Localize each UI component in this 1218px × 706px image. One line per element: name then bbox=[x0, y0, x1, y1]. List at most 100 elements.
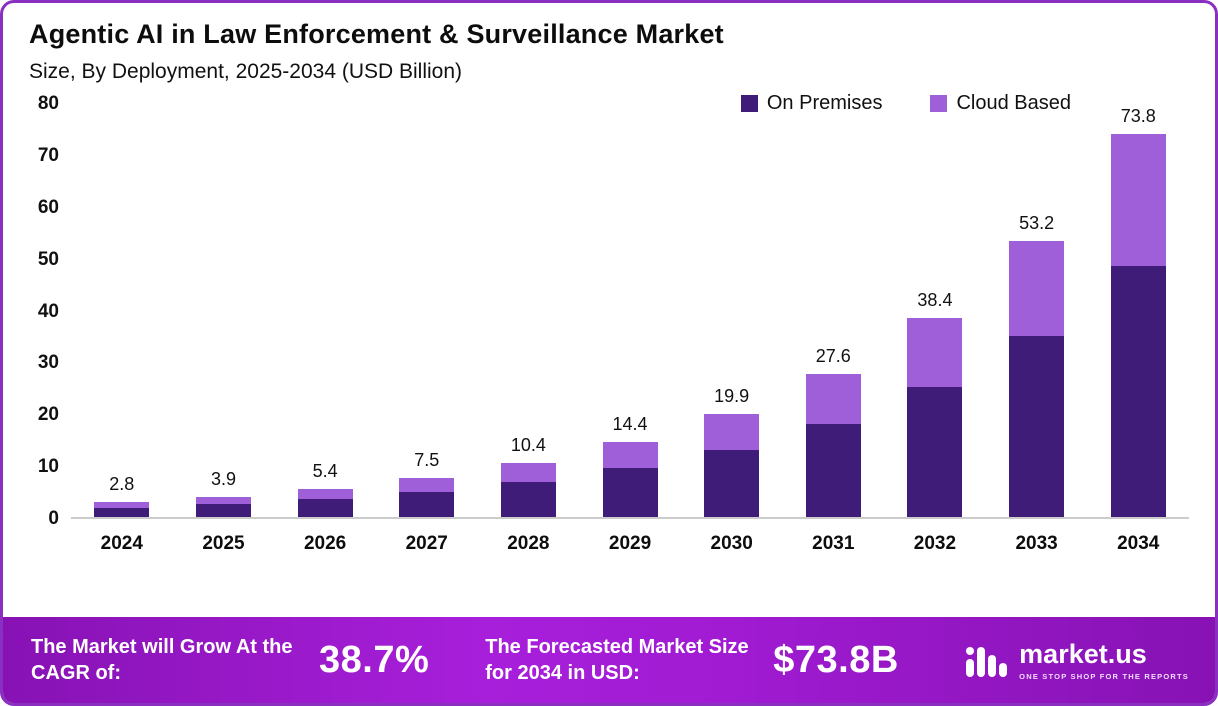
chart-title: Agentic AI in Law Enforcement & Surveill… bbox=[29, 19, 724, 49]
legend-item-on-premises: On Premises bbox=[740, 92, 883, 115]
bar-segment-on-premises bbox=[500, 481, 556, 517]
footer-banner: The Market will Grow At the CAGR of: 38.… bbox=[3, 617, 1215, 703]
bar-segment-on-premises bbox=[195, 503, 251, 517]
bar-total-label: 27.6 bbox=[815, 345, 851, 366]
stacked-bar bbox=[1110, 134, 1166, 517]
forecast-label: The Forecasted Market Size for 2034 in U… bbox=[485, 636, 749, 684]
bar-segment-on-premises bbox=[704, 449, 760, 517]
cagr-label: The Market will Grow At the CAGR of: bbox=[31, 636, 293, 684]
bar-segment-on-premises bbox=[805, 424, 861, 517]
x-axis-label: 2025 bbox=[202, 533, 245, 554]
legend-label: On Premises bbox=[766, 92, 883, 114]
x-axis-label: 2027 bbox=[405, 533, 448, 554]
stacked-bar bbox=[805, 373, 861, 517]
x-axis-label: 2032 bbox=[913, 533, 957, 554]
legend: On Premises Cloud Based bbox=[740, 92, 1071, 115]
bar-segment-on-premises bbox=[907, 387, 963, 517]
brand-tagline: ONE STOP SHOP FOR THE REPORTS bbox=[1019, 672, 1189, 681]
x-axis-labels: 2024 2025 2026 2027 2028 2029 2030 2031 2032 2033… bbox=[71, 519, 1189, 555]
x-axis-label: 2028 bbox=[507, 533, 550, 554]
y-tick-label: 0 bbox=[48, 508, 59, 529]
y-tick-label: 20 bbox=[37, 404, 59, 426]
legend-item-cloud-based: Cloud Based bbox=[930, 92, 1071, 115]
bar-total-label: 10.4 bbox=[510, 435, 546, 456]
y-tick-label: 10 bbox=[37, 456, 59, 478]
bar-segment-cloud-based bbox=[805, 373, 861, 425]
bar-segment-on-premises bbox=[1009, 335, 1065, 517]
y-tick-label: 60 bbox=[37, 196, 59, 218]
bar-segment-cloud-based bbox=[195, 496, 251, 504]
bar-total-label: 38.4 bbox=[917, 289, 953, 310]
bar-total-label: 19.9 bbox=[714, 385, 750, 406]
stacked-bar bbox=[704, 413, 760, 517]
stacked-bar bbox=[399, 478, 455, 517]
stacked-bar bbox=[602, 442, 658, 517]
bar-segment-on-premises bbox=[1110, 265, 1166, 517]
y-tick-label: 80 bbox=[37, 93, 59, 114]
bar-group-2033: 53.2 bbox=[986, 213, 1088, 517]
bar-segment-cloud-based bbox=[907, 317, 963, 388]
bar-total-label: 14.4 bbox=[612, 414, 648, 435]
bar-group-2032: 38.4 bbox=[884, 290, 986, 517]
bar-group-2027: 7.5 bbox=[376, 450, 478, 517]
stacked-bar bbox=[94, 502, 150, 517]
cagr-value: 38.7% bbox=[319, 638, 430, 681]
bar-segment-cloud-based bbox=[1009, 241, 1065, 336]
bar-group-2028: 10.4 bbox=[478, 435, 580, 517]
stacked-bar bbox=[297, 489, 353, 517]
x-axis-label: 2029 bbox=[608, 533, 652, 554]
y-axis: 0 10 20 30 40 50 60 70 80 bbox=[9, 93, 71, 529]
bars-container: 2.8 3.9 5.4 7.5 10.4 14.4 19.9 27.6 38.4 53.2 73.8 bbox=[71, 104, 1189, 517]
bar-group-2026: 5.4 bbox=[274, 461, 376, 517]
x-axis-label: 2026 bbox=[303, 533, 347, 554]
brand-name: market.us bbox=[1019, 639, 1147, 669]
stacked-bar bbox=[195, 496, 251, 517]
bar-total-label: 73.8 bbox=[1120, 106, 1156, 127]
x-axis-label: 2024 bbox=[100, 533, 143, 554]
bar-total-label: 5.4 bbox=[312, 461, 338, 481]
on-premises-swatch-icon bbox=[740, 95, 758, 112]
stacked-bar bbox=[1009, 241, 1065, 517]
bar-segment-cloud-based bbox=[399, 478, 455, 492]
bar-total-label: 7.5 bbox=[414, 450, 440, 471]
bar-segment-cloud-based bbox=[704, 413, 760, 450]
stacked-bar bbox=[500, 463, 556, 517]
bar-segment-on-premises bbox=[602, 468, 658, 517]
bar-chart: 0 10 20 30 40 50 60 70 80 On Premises Cloud Base… bbox=[3, 84, 1215, 555]
chart-header: Agentic AI in Law Enforcement & Surveill… bbox=[3, 3, 1215, 84]
plot-area: On Premises Cloud Based 2.8 3.9 5.4 7.5 10.4… bbox=[71, 92, 1189, 519]
plot-column: On Premises Cloud Based 2.8 3.9 5.4 7.5 10.4… bbox=[71, 92, 1189, 555]
bar-group-2030: 19.9 bbox=[681, 386, 783, 517]
x-axis-label: 2033 bbox=[1015, 533, 1058, 554]
bar-group-2029: 14.4 bbox=[579, 414, 681, 517]
legend-label: Cloud Based bbox=[956, 92, 1071, 114]
bar-segment-cloud-based bbox=[94, 502, 150, 508]
bar-segment-cloud-based bbox=[500, 463, 556, 482]
bar-segment-on-premises bbox=[297, 498, 353, 517]
bar-group-2024: 2.8 bbox=[71, 474, 173, 517]
brand-text: market.us ONE STOP SHOP FOR THE REPORTS bbox=[1019, 639, 1189, 681]
chart-subtitle: Size, By Deployment, 2025-2034 (USD Bill… bbox=[29, 60, 463, 83]
bar-group-2034: 73.8 bbox=[1087, 106, 1189, 517]
brand-logo: market.us ONE STOP SHOP FOR THE REPORTS bbox=[963, 637, 1189, 683]
marketus-logo-icon bbox=[966, 647, 1008, 677]
bar-segment-on-premises bbox=[94, 507, 150, 517]
bar-segment-cloud-based bbox=[297, 489, 353, 499]
y-tick-label: 40 bbox=[37, 300, 59, 322]
stacked-bar bbox=[907, 317, 963, 517]
y-tick-label: 50 bbox=[37, 248, 59, 270]
cloud-based-swatch-icon bbox=[930, 95, 948, 112]
forecast-value: $73.8B bbox=[773, 638, 899, 681]
y-tick-label: 30 bbox=[37, 352, 59, 374]
bar-group-2031: 27.6 bbox=[782, 346, 884, 517]
bar-total-label: 53.2 bbox=[1019, 213, 1055, 234]
x-axis-label: 2034 bbox=[1117, 533, 1160, 554]
y-tick-label: 70 bbox=[37, 144, 59, 166]
bar-group-2025: 3.9 bbox=[173, 469, 275, 517]
x-axis-label: 2030 bbox=[710, 533, 753, 554]
x-axis-label: 2031 bbox=[812, 533, 855, 554]
bar-total-label: 3.9 bbox=[210, 468, 236, 489]
bar-segment-cloud-based bbox=[1110, 134, 1166, 266]
bar-total-label: 2.8 bbox=[109, 474, 135, 495]
